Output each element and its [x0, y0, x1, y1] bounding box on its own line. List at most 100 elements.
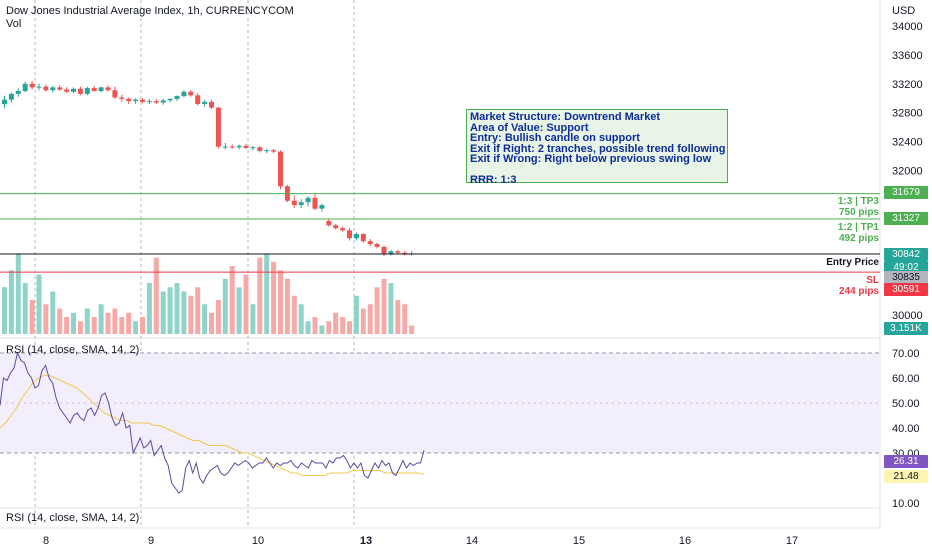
tp3-label: 1:3 | TP3: [837, 196, 879, 207]
time-tick-label: 9: [148, 535, 154, 547]
candle-body: [298, 202, 304, 206]
tp1-label: 1:2 | TP1: [837, 222, 879, 233]
rsi-tick-label: 50.00: [892, 398, 920, 410]
volume-bar: [202, 304, 208, 334]
volume-bar: [188, 295, 194, 334]
rsi-tick-label: 70.00: [892, 348, 920, 360]
candle-body: [50, 87, 56, 91]
time-tick-label: 10: [252, 535, 264, 547]
price-tick-label: 33200: [892, 79, 923, 91]
price-tick-label: 32400: [892, 137, 923, 149]
candle-body: [36, 86, 42, 88]
volume-bar: [98, 304, 104, 334]
candle-body: [195, 95, 201, 104]
price-tick-label: 30000: [892, 310, 923, 322]
price-tick-label: 32800: [892, 108, 923, 120]
candle-body: [105, 87, 111, 91]
candle-body: [209, 101, 214, 108]
volume-bar: [326, 321, 332, 334]
candle-body: [395, 251, 401, 253]
candle-body: [71, 88, 76, 92]
volume-bar: [360, 308, 366, 334]
candle-body: [188, 91, 194, 96]
volume-bar: [146, 283, 152, 334]
price-tick-label: 33600: [892, 50, 923, 62]
volume-value-tag: 3.151K: [884, 322, 928, 335]
volume-bar: [347, 321, 352, 334]
volume-bar: [229, 266, 235, 334]
candle-body: [2, 99, 7, 104]
current-price-tag: 30835: [884, 271, 928, 284]
volume-label: Vol: [6, 18, 22, 30]
tp1-pips: 492 pips: [838, 233, 879, 244]
volume-bar: [15, 253, 21, 334]
candle-body: [126, 98, 132, 102]
candle-body: [119, 97, 125, 99]
volume-bar: [140, 317, 145, 334]
tp3-pips: 750 pips: [838, 207, 879, 218]
volume-bar: [402, 304, 408, 334]
volume-bar: [84, 308, 90, 334]
volume-bar: [353, 295, 359, 334]
volume-bar: [195, 287, 201, 334]
candle-body: [98, 87, 104, 91]
volume-bar: [2, 287, 7, 334]
candle-body: [250, 147, 256, 149]
rsi-tick-label: 40.00: [892, 423, 920, 435]
volume-bar: [105, 312, 111, 334]
rsi-tick-label: 10.00: [892, 498, 920, 510]
volume-bar: [340, 317, 346, 334]
sl-label: SL: [866, 275, 879, 286]
strategy-annotation[interactable]: Market Structure: Downtrend Market Area …: [466, 109, 728, 185]
candle-body: [243, 145, 249, 149]
volume-bar: [271, 261, 277, 334]
candle-body: [22, 83, 28, 91]
volume-bar: [333, 312, 339, 334]
rsi-line: [0, 351, 425, 494]
candle-body: [291, 200, 297, 206]
candle-body: [229, 146, 235, 148]
time-tick-label: 17: [786, 535, 798, 547]
volume-bar: [22, 283, 28, 334]
candle-body: [29, 83, 35, 88]
volume-bar: [50, 291, 56, 334]
candle-body: [146, 101, 152, 103]
volume-bar: [367, 304, 373, 334]
time-tick-label: 8: [43, 535, 49, 547]
volume-bar: [291, 295, 297, 334]
volume-bar: [29, 300, 35, 334]
candle-body: [347, 230, 352, 239]
candle-body: [153, 101, 159, 103]
volume-bar: [298, 304, 304, 334]
rsi-pane-label: RSI (14, close, SMA, 14, 2): [6, 344, 140, 356]
volume-bar: [57, 308, 63, 334]
candle-body: [64, 89, 70, 92]
time-tick-label: 15: [573, 535, 585, 547]
volume-bar: [119, 317, 125, 334]
candle-body: [202, 101, 208, 104]
currency-label: USD: [892, 5, 916, 17]
candle-body: [319, 205, 325, 209]
candle-body: [160, 100, 166, 103]
candle-body: [353, 233, 359, 239]
annotation-line-exit-right: Exit if Right: 2 tranches, possible tren…: [470, 142, 726, 155]
volume-bar: [236, 287, 242, 334]
volume-bar: [388, 283, 394, 334]
candle-body: [84, 88, 90, 94]
sl-pips: 244 pips: [838, 286, 879, 297]
rsi-value-tag: 26.31: [884, 455, 928, 468]
candle-body: [305, 197, 311, 203]
candle-body: [333, 225, 339, 229]
time-tick-label: 16: [679, 535, 691, 547]
time-tick-label: 14: [466, 535, 478, 547]
volume-bar: [395, 300, 401, 334]
rsi-sma-line: [0, 375, 425, 476]
candle-body: [133, 99, 139, 102]
candle-body: [140, 99, 145, 102]
candle-body: [312, 197, 318, 209]
candle-body: [278, 151, 283, 187]
volume-bar: [91, 317, 97, 334]
chart-title: Dow Jones Industrial Average Index, 1h, …: [6, 5, 294, 17]
candle-body: [57, 87, 63, 90]
